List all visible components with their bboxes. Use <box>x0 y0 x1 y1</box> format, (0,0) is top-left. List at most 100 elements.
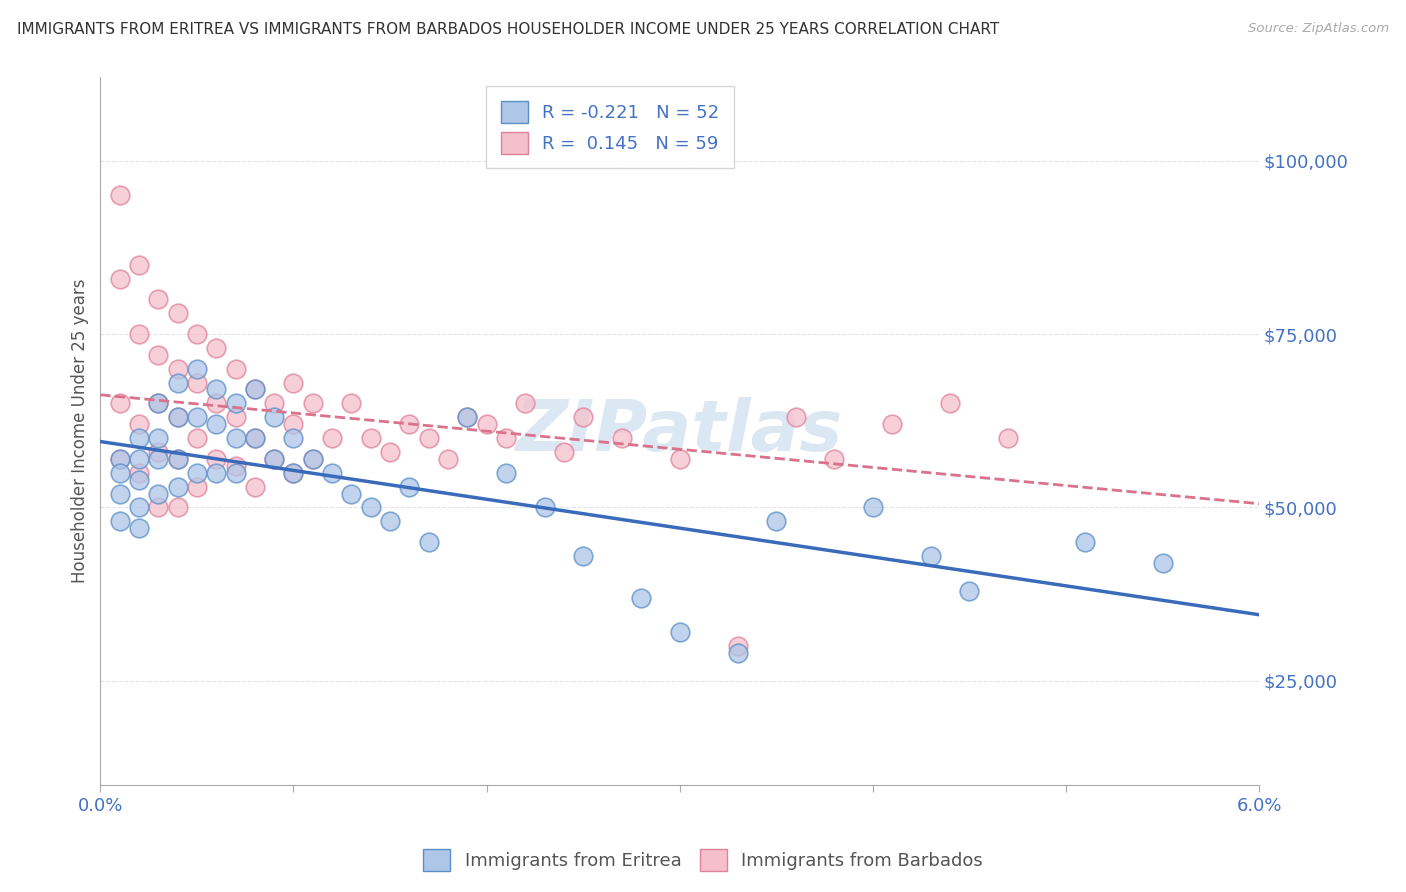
Point <box>225 410 247 425</box>
Point <box>727 646 749 660</box>
Point <box>920 549 942 563</box>
Point <box>128 431 150 445</box>
Point <box>1152 556 1174 570</box>
Point <box>321 431 343 445</box>
Point <box>283 417 305 432</box>
Legend: R = -0.221   N = 52, R =  0.145   N = 59: R = -0.221 N = 52, R = 0.145 N = 59 <box>486 87 734 169</box>
Point <box>166 451 188 466</box>
Point <box>148 500 170 515</box>
Point <box>360 431 382 445</box>
Point <box>243 431 266 445</box>
Point <box>128 473 150 487</box>
Point <box>378 445 401 459</box>
Point <box>108 451 131 466</box>
Point <box>108 396 131 410</box>
Point <box>186 466 208 480</box>
Point <box>128 417 150 432</box>
Point <box>263 451 285 466</box>
Point <box>630 591 652 605</box>
Point <box>205 396 228 410</box>
Point <box>456 410 478 425</box>
Point <box>148 451 170 466</box>
Legend: Immigrants from Eritrea, Immigrants from Barbados: Immigrants from Eritrea, Immigrants from… <box>416 842 990 879</box>
Point <box>263 410 285 425</box>
Point <box>205 383 228 397</box>
Point <box>166 410 188 425</box>
Point <box>128 521 150 535</box>
Point <box>727 639 749 653</box>
Point <box>283 431 305 445</box>
Point <box>128 451 150 466</box>
Point <box>148 445 170 459</box>
Point <box>283 466 305 480</box>
Point <box>166 500 188 515</box>
Point <box>108 514 131 528</box>
Point <box>205 466 228 480</box>
Point <box>186 326 208 341</box>
Point <box>225 431 247 445</box>
Point <box>668 625 690 640</box>
Point <box>378 514 401 528</box>
Point <box>321 466 343 480</box>
Point <box>283 466 305 480</box>
Point <box>128 466 150 480</box>
Point <box>166 410 188 425</box>
Point <box>243 431 266 445</box>
Point <box>398 417 420 432</box>
Point <box>957 583 980 598</box>
Point <box>862 500 884 515</box>
Point <box>475 417 498 432</box>
Point <box>186 410 208 425</box>
Point <box>108 188 131 202</box>
Point <box>823 451 845 466</box>
Point <box>301 396 323 410</box>
Point <box>148 396 170 410</box>
Point <box>166 361 188 376</box>
Point <box>610 431 633 445</box>
Point <box>495 431 517 445</box>
Point <box>283 376 305 390</box>
Text: IMMIGRANTS FROM ERITREA VS IMMIGRANTS FROM BARBADOS HOUSEHOLDER INCOME UNDER 25 : IMMIGRANTS FROM ERITREA VS IMMIGRANTS FR… <box>17 22 1000 37</box>
Point <box>340 486 363 500</box>
Point <box>225 466 247 480</box>
Point <box>148 348 170 362</box>
Point <box>515 396 537 410</box>
Point <box>340 396 363 410</box>
Point <box>360 500 382 515</box>
Point <box>205 341 228 355</box>
Point <box>225 361 247 376</box>
Point <box>108 451 131 466</box>
Point <box>243 383 266 397</box>
Point <box>128 500 150 515</box>
Point <box>765 514 787 528</box>
Point <box>263 396 285 410</box>
Point <box>437 451 460 466</box>
Point <box>882 417 904 432</box>
Point <box>128 258 150 272</box>
Point <box>148 431 170 445</box>
Point <box>572 410 595 425</box>
Point <box>225 458 247 473</box>
Point <box>225 396 247 410</box>
Point <box>148 396 170 410</box>
Point <box>108 271 131 285</box>
Point <box>243 479 266 493</box>
Point <box>533 500 555 515</box>
Point <box>572 549 595 563</box>
Point <box>997 431 1019 445</box>
Point <box>186 376 208 390</box>
Point <box>495 466 517 480</box>
Point <box>243 383 266 397</box>
Point <box>186 431 208 445</box>
Point <box>166 376 188 390</box>
Point <box>418 431 440 445</box>
Point <box>166 306 188 320</box>
Point <box>186 479 208 493</box>
Point <box>668 451 690 466</box>
Point <box>205 451 228 466</box>
Point <box>108 486 131 500</box>
Point <box>785 410 807 425</box>
Point <box>263 451 285 466</box>
Point <box>186 361 208 376</box>
Point <box>148 486 170 500</box>
